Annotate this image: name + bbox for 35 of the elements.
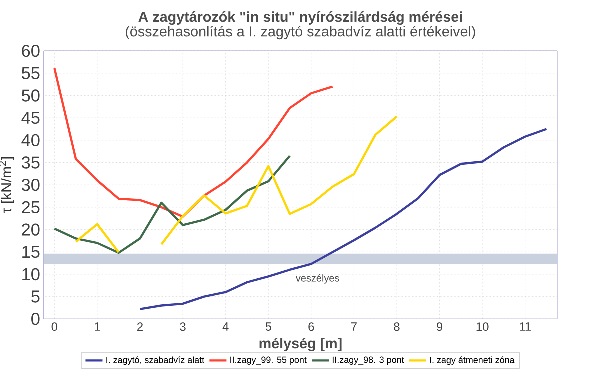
line-series <box>139 128 548 310</box>
x-tick-label: 10 <box>476 322 489 331</box>
x-tick-label: 1 <box>95 322 100 331</box>
x-tick-label: 2 <box>138 322 143 331</box>
y-tick-label: 50 <box>22 90 40 102</box>
y-tick-label: 45 <box>22 112 40 124</box>
band-label: veszélyes <box>296 274 340 284</box>
y-tick-label: 60 <box>22 44 40 58</box>
y-tick-label: 35 <box>22 156 40 169</box>
line-series <box>54 67 334 218</box>
x-tick-label: 4 <box>222 322 229 331</box>
x-tick-label: 11 <box>520 322 531 331</box>
x-tick-label: 7 <box>351 322 357 331</box>
y-tick-label: 20 <box>22 224 40 236</box>
y-tick-label: 5 <box>32 290 40 303</box>
x-tick-label: 0 <box>52 322 58 331</box>
chart-subtitle: (összehasonlítás a I. zagytó szabadvíz alatti értékeivel) <box>126 26 476 40</box>
y-tick-label: 10 <box>22 268 40 280</box>
line-series <box>54 154 292 254</box>
chart-title: A zagytározók "in situ" nyírószilárdság mérései <box>138 11 462 25</box>
x-tick-label: 9 <box>437 322 443 331</box>
y-tick-label: 15 <box>22 246 40 258</box>
y-tick-label: 40 <box>22 134 40 146</box>
x-tick-label: 5 <box>266 322 272 331</box>
y-tick-label: 25 <box>22 201 40 214</box>
legend-label: I. zagytó, szabadvíz alatt <box>106 356 205 365</box>
legend-label: I. zagy átmeneti zóna <box>430 356 515 365</box>
y-tick-label: 55 <box>22 67 40 80</box>
x-tick-label: 8 <box>394 322 400 331</box>
x-tick-label: 3 <box>180 322 186 331</box>
x-tick-label: 6 <box>308 322 314 331</box>
legend-label: II.zagy_99. 55 pont <box>230 356 307 365</box>
x-axis-title: mélység [m] <box>260 338 342 352</box>
y-tick-label: 30 <box>22 178 40 192</box>
legend-label: II.zagy_98. 3 pont <box>332 356 404 365</box>
